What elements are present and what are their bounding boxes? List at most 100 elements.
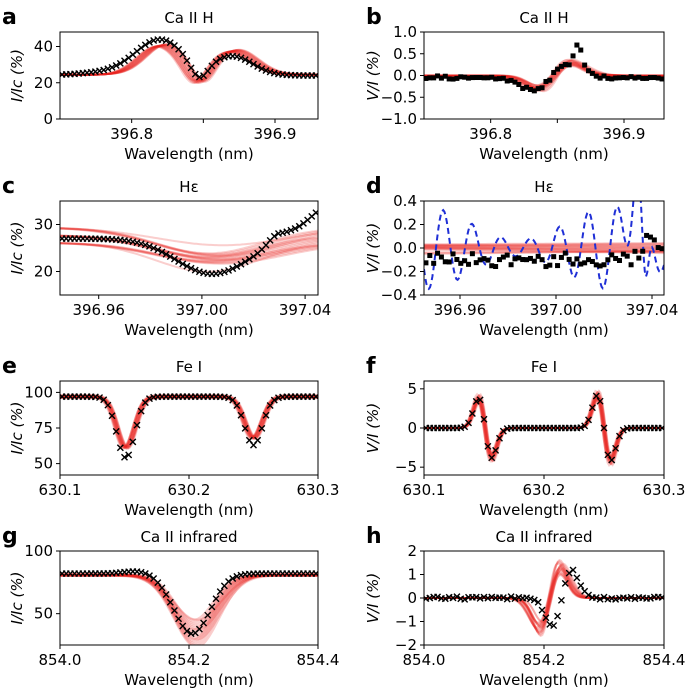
- model-curve: [424, 244, 664, 248]
- panel-letter: a: [2, 5, 17, 30]
- model-curve: [60, 396, 318, 450]
- observed-point: [646, 594, 654, 602]
- observed-point: [600, 424, 608, 432]
- observed-point: [554, 612, 562, 620]
- y-axis-label: V/I (%): [364, 223, 382, 273]
- observed-point: [485, 75, 491, 81]
- y-tick-label: 0: [43, 110, 53, 128]
- observed-point: [534, 598, 542, 606]
- x-tick-label: 396.8: [110, 125, 153, 143]
- observed-point: [461, 595, 469, 603]
- observed-point: [158, 248, 166, 256]
- y-axis-label: V/I (%): [364, 403, 382, 453]
- observed-point: [258, 65, 266, 73]
- observed-point: [604, 451, 612, 459]
- observed-point: [578, 261, 584, 267]
- observed-point: [520, 85, 526, 91]
- observed-point: [624, 75, 630, 81]
- observed-point: [531, 88, 537, 94]
- observed-point: [477, 75, 483, 81]
- observed-point: [141, 241, 149, 249]
- panel-g: 854.0 854.2 854.4 50 100 Ca II infrared Wavele…: [2, 524, 339, 689]
- observed-point: [484, 442, 492, 450]
- observed-point: [204, 611, 212, 619]
- y-tick-label: 1: [407, 566, 417, 584]
- observed-point: [577, 582, 585, 590]
- observed-point: [539, 85, 545, 91]
- observed-point: [229, 265, 237, 273]
- observed-point: [245, 255, 253, 263]
- x-tick-label: 854.2: [523, 651, 566, 669]
- model-curve: [60, 43, 318, 81]
- observed-point: [609, 76, 615, 82]
- model-curve: [424, 243, 664, 247]
- observed-point: [496, 257, 502, 263]
- y-tick-label: 0.0: [393, 67, 417, 85]
- model-curve: [60, 574, 318, 621]
- axes-frame: [59, 200, 319, 296]
- y-tick-label: −1.0: [381, 110, 417, 128]
- observed-point: [547, 262, 553, 268]
- observed-point: [531, 258, 537, 264]
- observed-point: [489, 74, 495, 80]
- observed-point: [480, 415, 488, 423]
- observed-point: [216, 55, 224, 63]
- observed-point: [499, 594, 507, 602]
- y-tick-label: 50: [34, 605, 53, 623]
- observed-point: [449, 594, 457, 602]
- observed-point: [446, 76, 452, 82]
- y-tick-label: 20: [34, 263, 53, 281]
- model-curve: [60, 44, 318, 81]
- model-curve: [424, 245, 664, 250]
- observed-point: [225, 266, 233, 274]
- observed-point: [241, 424, 249, 432]
- observed-point: [183, 262, 191, 270]
- plot-area: [424, 558, 664, 638]
- observed-point: [546, 620, 554, 628]
- observed-point: [233, 402, 241, 410]
- panel-h: 854.0 854.2 854.4 −2 −1 0 1 2 Ca II infrared Wave…: [364, 524, 685, 689]
- observed-point: [620, 75, 626, 81]
- x-tick-label: 397.04: [626, 301, 679, 319]
- model-curve: [424, 244, 664, 248]
- observed-point: [137, 44, 145, 52]
- observed-point: [187, 64, 195, 72]
- observed-point: [427, 75, 433, 81]
- observed-point: [200, 619, 208, 627]
- x-tick-label: 854.0: [39, 651, 82, 669]
- observed-point: [424, 260, 429, 266]
- model-curve: [60, 395, 318, 449]
- x-tick-label: 397.04: [279, 301, 332, 319]
- observed-point: [237, 260, 245, 268]
- x-tick-label: 396.96: [434, 301, 487, 319]
- observed-point: [504, 252, 510, 258]
- observed-point: [454, 75, 460, 81]
- panel-letter: g: [2, 524, 18, 549]
- model-curve: [60, 394, 318, 448]
- observed-point: [619, 426, 627, 434]
- observed-point: [435, 250, 441, 256]
- observed-point: [466, 261, 472, 267]
- observed-point: [216, 588, 224, 596]
- model-curve: [60, 395, 318, 449]
- observed-point: [644, 75, 650, 81]
- observed-point: [628, 74, 634, 80]
- observed-point: [508, 262, 514, 268]
- observed-point: [225, 578, 233, 586]
- observed-point: [468, 410, 476, 418]
- observed-point: [441, 595, 449, 603]
- y-axis-label: I/Ic (%): [8, 572, 26, 625]
- observed-point: [582, 260, 588, 266]
- observed-point: [438, 75, 444, 81]
- observed-point: [512, 79, 518, 85]
- observed-point: [166, 253, 174, 261]
- observed-point: [535, 253, 541, 259]
- observed-point: [195, 268, 203, 276]
- observed-point: [145, 38, 153, 46]
- y-tick-label: 0: [407, 589, 417, 607]
- observed-point: [183, 627, 191, 635]
- observed-point: [466, 75, 472, 81]
- plot-area: [60, 567, 318, 645]
- observed-point: [158, 584, 166, 592]
- observed-point: [241, 258, 249, 266]
